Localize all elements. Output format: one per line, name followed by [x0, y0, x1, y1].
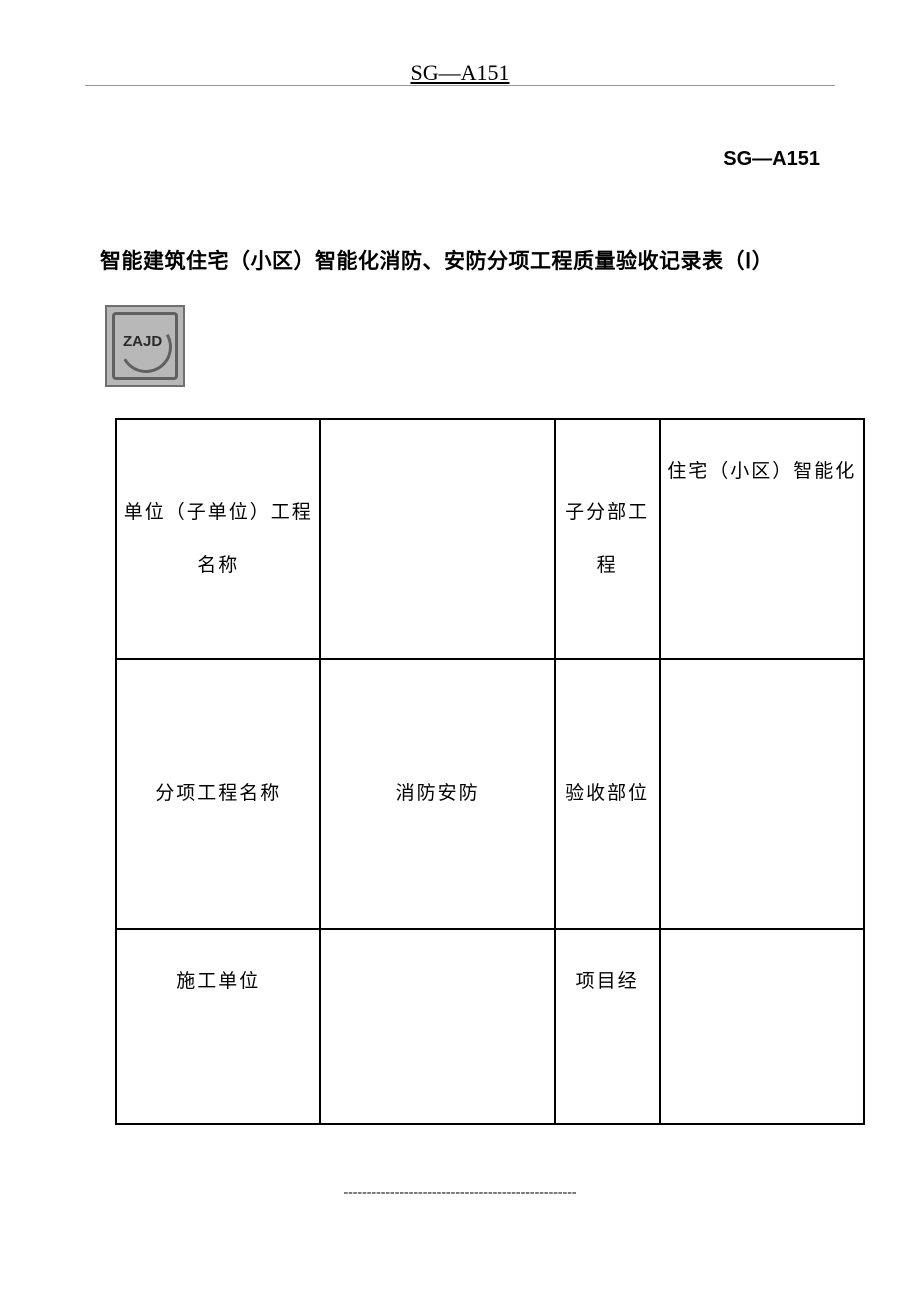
page-title: 智能建筑住宅（小区）智能化消防、安防分项工程质量验收记录表（Ⅰ） [100, 245, 820, 275]
cell-acceptance-part-label: 验收部位 [555, 659, 660, 929]
footer-dashes: ----------------------------------------… [0, 1185, 920, 1201]
cell-project-manager-label: 项目经 [555, 929, 660, 1124]
zajd-logo: ZAJD [105, 305, 185, 387]
cell-sub-project-name-label: 分项工程名称 [116, 659, 320, 929]
table-row: 单位（子单位）工程名称 子分部工程 住宅（小区）智能化 [116, 419, 864, 659]
cell-construction-unit-label: 施工单位 [116, 929, 320, 1124]
acceptance-record-table: 单位（子单位）工程名称 子分部工程 住宅（小区）智能化 分项工程名称 消防安防 … [115, 418, 865, 1125]
cell-sub-branch-value: 住宅（小区）智能化 [660, 419, 865, 659]
document-code: SG—A151 [723, 148, 820, 171]
cell-sub-branch-label: 子分部工程 [555, 419, 660, 659]
cell-project-manager-value [660, 929, 865, 1124]
cell-unit-project-name-label: 单位（子单位）工程名称 [116, 419, 320, 659]
cell-construction-unit-value [320, 929, 554, 1124]
table-row: 施工单位 项目经 [116, 929, 864, 1124]
logo-frame: ZAJD [112, 312, 178, 380]
logo-text: ZAJD [123, 333, 162, 350]
header-code-underlined: SG—A151 [0, 60, 920, 86]
cell-sub-project-name-value: 消防安防 [320, 659, 554, 929]
table-row: 分项工程名称 消防安防 验收部位 [116, 659, 864, 929]
cell-acceptance-part-value [660, 659, 865, 929]
cell-unit-project-name-value [320, 419, 554, 659]
header-divider [85, 85, 835, 86]
